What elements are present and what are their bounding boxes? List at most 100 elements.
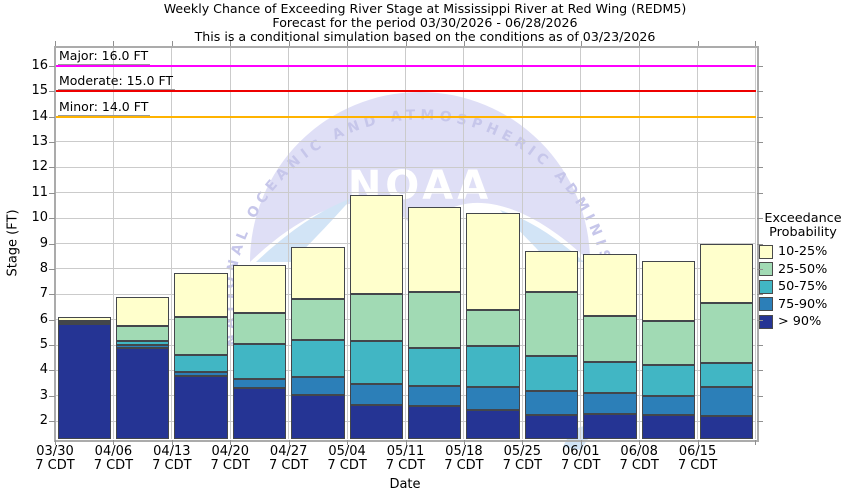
y-tick-label: 12 xyxy=(31,159,48,175)
bar-segment-7590 xyxy=(174,371,228,376)
x-tick-mark xyxy=(405,440,407,445)
y-tick-mark xyxy=(757,91,763,93)
bar-segment-90 xyxy=(466,409,520,439)
y-tick-mark xyxy=(757,192,763,194)
legend-item: 25-50% xyxy=(757,261,849,279)
x-tick-date: 05/11 xyxy=(386,444,425,459)
y-tick-label: 7 xyxy=(39,286,48,302)
y-tick-mark xyxy=(757,319,763,321)
bar-06/15 xyxy=(700,47,754,439)
bar-segment-2550 xyxy=(524,291,579,357)
bar-segment-5075 xyxy=(174,355,228,372)
bar-segment-2550 xyxy=(291,299,345,340)
y-tick-mark xyxy=(757,65,763,67)
x-tick-date: 06/15 xyxy=(678,444,717,459)
y-tick-mark xyxy=(757,421,763,423)
bar-segment-7590 xyxy=(232,379,287,389)
bar-segment-1025 xyxy=(524,251,579,292)
gridline-vertical xyxy=(112,47,114,439)
y-tick-label: 8 xyxy=(39,260,48,276)
x-tick-mark xyxy=(755,440,756,445)
legend-item-label: > 90% xyxy=(778,314,822,330)
y-tick-mark xyxy=(757,294,763,296)
x-tick-date: 05/04 xyxy=(328,444,366,459)
x-tick-time: 7 CDT xyxy=(93,458,134,473)
gridline-vertical xyxy=(229,47,231,439)
bar-segment-5075 xyxy=(524,356,579,391)
x-tick-mark xyxy=(230,440,232,445)
x-tick-date: 04/06 xyxy=(94,444,133,459)
bar-segment-7590 xyxy=(115,345,170,348)
bar-04/13 xyxy=(174,47,228,439)
bar-05/18 xyxy=(466,47,520,439)
bar-segment-1025 xyxy=(408,206,462,292)
bar-segment-1025 xyxy=(232,265,287,314)
y-tick-label: 16 xyxy=(31,57,48,73)
y-tick-mark xyxy=(49,395,55,397)
legend-item-label: 50-75% xyxy=(778,279,828,295)
bar-segment-5075 xyxy=(466,346,520,387)
bar-segment-7590 xyxy=(641,395,696,415)
gridline-vertical xyxy=(55,47,56,439)
chart-title: Weekly Chance of Exceeding River Stage a… xyxy=(163,1,687,16)
x-tick-time: 7 CDT xyxy=(268,458,309,473)
y-tick-mark xyxy=(757,243,763,245)
legend-title: Exceedance Probability xyxy=(757,212,849,239)
y-tick-label: 5 xyxy=(39,337,48,353)
bar-03/30 xyxy=(57,47,111,439)
x-tick-mark xyxy=(639,41,641,46)
bar-segment-90 xyxy=(232,388,287,439)
bar-segment-2550 xyxy=(408,291,462,348)
bar-segment-7590 xyxy=(466,386,520,410)
gridline-vertical xyxy=(754,47,756,439)
y-tick-label: 3 xyxy=(39,387,48,403)
bar-05/04 xyxy=(349,47,403,439)
bar-segment-2550 xyxy=(583,315,637,362)
bar-segment-90 xyxy=(583,413,637,439)
x-tick-label: 04/13 7 CDT xyxy=(142,445,202,473)
x-tick-time: 7 CDT xyxy=(502,458,543,473)
bar-segment-5075 xyxy=(349,341,403,385)
x-tick-label: 06/08 7 CDT xyxy=(609,445,669,473)
flood-threshold-line-moderate xyxy=(55,90,756,93)
y-tick-label: 6 xyxy=(39,311,48,327)
y-tick-label: 11 xyxy=(31,184,48,200)
y-tick-mark xyxy=(757,345,763,347)
x-tick-mark xyxy=(463,41,465,46)
y-tick-mark xyxy=(49,141,55,143)
x-tick-label: 06/15 7 CDT xyxy=(668,445,728,473)
y-tick-mark xyxy=(49,167,55,169)
x-tick-label: 05/25 7 CDT xyxy=(492,445,552,473)
x-tick-label: 05/18 7 CDT xyxy=(434,445,494,473)
y-tick-label: 10 xyxy=(31,210,48,226)
legend: Exceedance Probability 10-25% 25-50% 50-75… xyxy=(757,212,849,331)
bar-segment-1025 xyxy=(291,247,345,300)
bar-segment-1025 xyxy=(583,253,637,316)
bar-segment-90 xyxy=(524,414,579,439)
flood-threshold-label-major: Major: 16.0 FT xyxy=(58,47,151,65)
bar-segment-2550 xyxy=(466,309,520,347)
x-tick-mark xyxy=(405,41,407,46)
gridline-vertical xyxy=(580,47,582,439)
bar-segment-1025 xyxy=(57,317,111,321)
gridline-vertical xyxy=(405,47,406,439)
bar-04/06 xyxy=(115,47,170,439)
x-tick-mark xyxy=(55,41,56,46)
plot-area: Major: 16.0 FT Moderate: 15.0 FT Minor: 14… xyxy=(55,47,756,439)
x-tick-label: 05/11 7 CDT xyxy=(376,445,436,473)
bar-06/08 xyxy=(641,47,696,439)
x-tick-time: 7 CDT xyxy=(444,458,484,473)
bar-segment-1025 xyxy=(349,195,403,295)
x-tick-time: 7 CDT xyxy=(385,458,426,473)
flood-threshold-label-minor: Minor: 14.0 FT xyxy=(58,98,151,116)
legend-title-line1: Exceedance xyxy=(764,211,842,226)
y-tick-mark xyxy=(49,65,55,67)
bar-segment-2550 xyxy=(700,303,754,363)
bar-segment-90 xyxy=(641,414,696,439)
bar-segment-7590 xyxy=(408,385,462,406)
x-tick-mark xyxy=(230,41,232,46)
bar-segment-7590 xyxy=(700,386,754,417)
y-tick-mark xyxy=(49,218,55,220)
y-tick-mark xyxy=(49,370,55,372)
